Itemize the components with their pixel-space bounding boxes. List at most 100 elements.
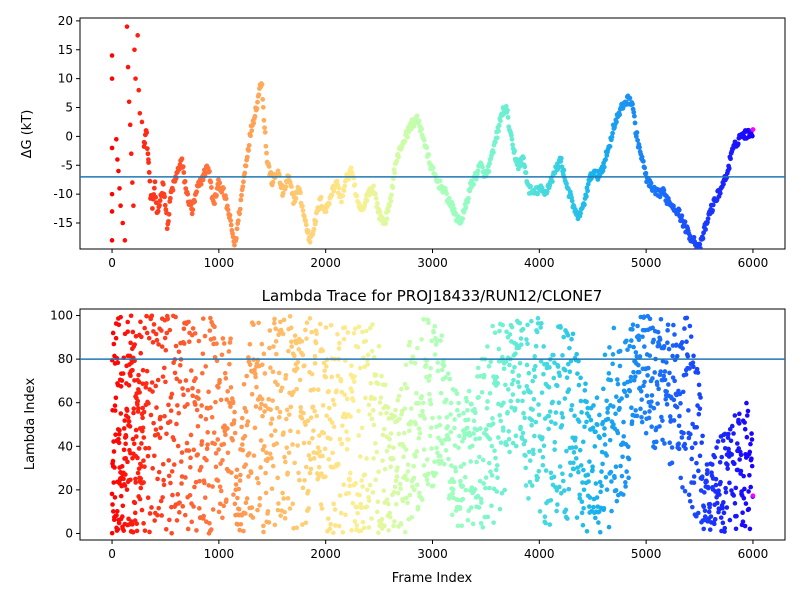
data-point [515, 379, 521, 385]
data-point [299, 416, 305, 421]
data-point [654, 382, 660, 388]
data-point [538, 358, 544, 364]
data-point [712, 517, 718, 522]
bottom-x-axis: 0 1000 2000 3000 4000 5000 6000 [108, 540, 768, 561]
data-point [682, 326, 687, 331]
data-point [404, 385, 410, 391]
data-point [276, 415, 282, 420]
data-point [369, 348, 375, 354]
data-point [321, 360, 327, 366]
data-point [694, 366, 700, 372]
data-point [265, 508, 271, 514]
data-point [245, 419, 251, 424]
data-point [531, 367, 537, 373]
data-point [117, 431, 122, 437]
data-point [179, 481, 184, 486]
data-point [488, 359, 494, 365]
data-point [580, 522, 586, 528]
data-point [267, 345, 272, 351]
data-point [613, 464, 619, 470]
data-point [344, 429, 349, 434]
data-point [295, 429, 301, 435]
data-point [700, 236, 706, 241]
data-point [320, 348, 326, 354]
data-point [560, 478, 566, 484]
data-point [136, 87, 142, 93]
data-point [230, 400, 236, 406]
data-point [127, 122, 133, 128]
data-point [508, 398, 514, 404]
data-point [181, 326, 187, 332]
data-point [143, 445, 148, 451]
data-point [187, 339, 192, 345]
data-point [558, 325, 563, 330]
data-point [690, 504, 695, 510]
data-point [193, 376, 198, 381]
data-point [260, 97, 266, 102]
data-point [238, 521, 244, 527]
data-point [283, 184, 289, 190]
data-point [216, 385, 221, 390]
data-point [469, 401, 474, 407]
data-point [573, 456, 579, 461]
data-point [605, 410, 610, 415]
data-point [391, 445, 396, 450]
data-point [348, 165, 354, 171]
data-point [290, 442, 295, 447]
data-point [145, 495, 151, 500]
data-point [243, 462, 249, 467]
data-point [223, 376, 229, 381]
data-point [220, 457, 225, 463]
data-point [583, 381, 588, 387]
data-point [496, 128, 501, 134]
data-point [649, 393, 655, 398]
data-point [489, 443, 495, 449]
data-point [506, 436, 512, 442]
data-point [699, 474, 705, 480]
data-point [142, 325, 147, 331]
data-point [199, 403, 204, 408]
data-point [539, 321, 544, 326]
data-point [534, 329, 540, 335]
data-point [499, 490, 505, 496]
data-point [651, 337, 656, 343]
data-point [644, 393, 650, 399]
data-point [118, 314, 123, 320]
data-point [125, 415, 131, 420]
data-point [109, 238, 115, 243]
data-point [221, 341, 227, 346]
data-point [295, 359, 301, 365]
data-point [744, 400, 749, 406]
data-point [419, 394, 425, 399]
data-point [444, 397, 449, 403]
data-point [643, 430, 649, 436]
data-point [166, 211, 172, 217]
data-point [689, 445, 695, 451]
data-point [115, 157, 120, 162]
data-point [565, 516, 570, 521]
data-point [132, 500, 138, 506]
data-point [596, 509, 602, 514]
data-point [163, 347, 169, 353]
data-point [216, 447, 221, 452]
data-point [607, 437, 613, 443]
data-point [669, 460, 675, 466]
data-point [200, 177, 206, 183]
data-point [733, 526, 739, 532]
data-point [137, 496, 143, 502]
data-point [617, 363, 623, 369]
data-point [452, 443, 458, 448]
data-point [610, 352, 616, 357]
data-point [664, 360, 669, 365]
data-point [392, 170, 398, 176]
data-point [210, 484, 215, 489]
data-point [604, 487, 610, 492]
data-point [339, 441, 345, 447]
data-point [305, 488, 311, 494]
data-point [626, 475, 631, 481]
data-point [486, 169, 492, 174]
data-point [218, 488, 224, 494]
data-point [307, 470, 313, 476]
data-point [117, 428, 122, 433]
